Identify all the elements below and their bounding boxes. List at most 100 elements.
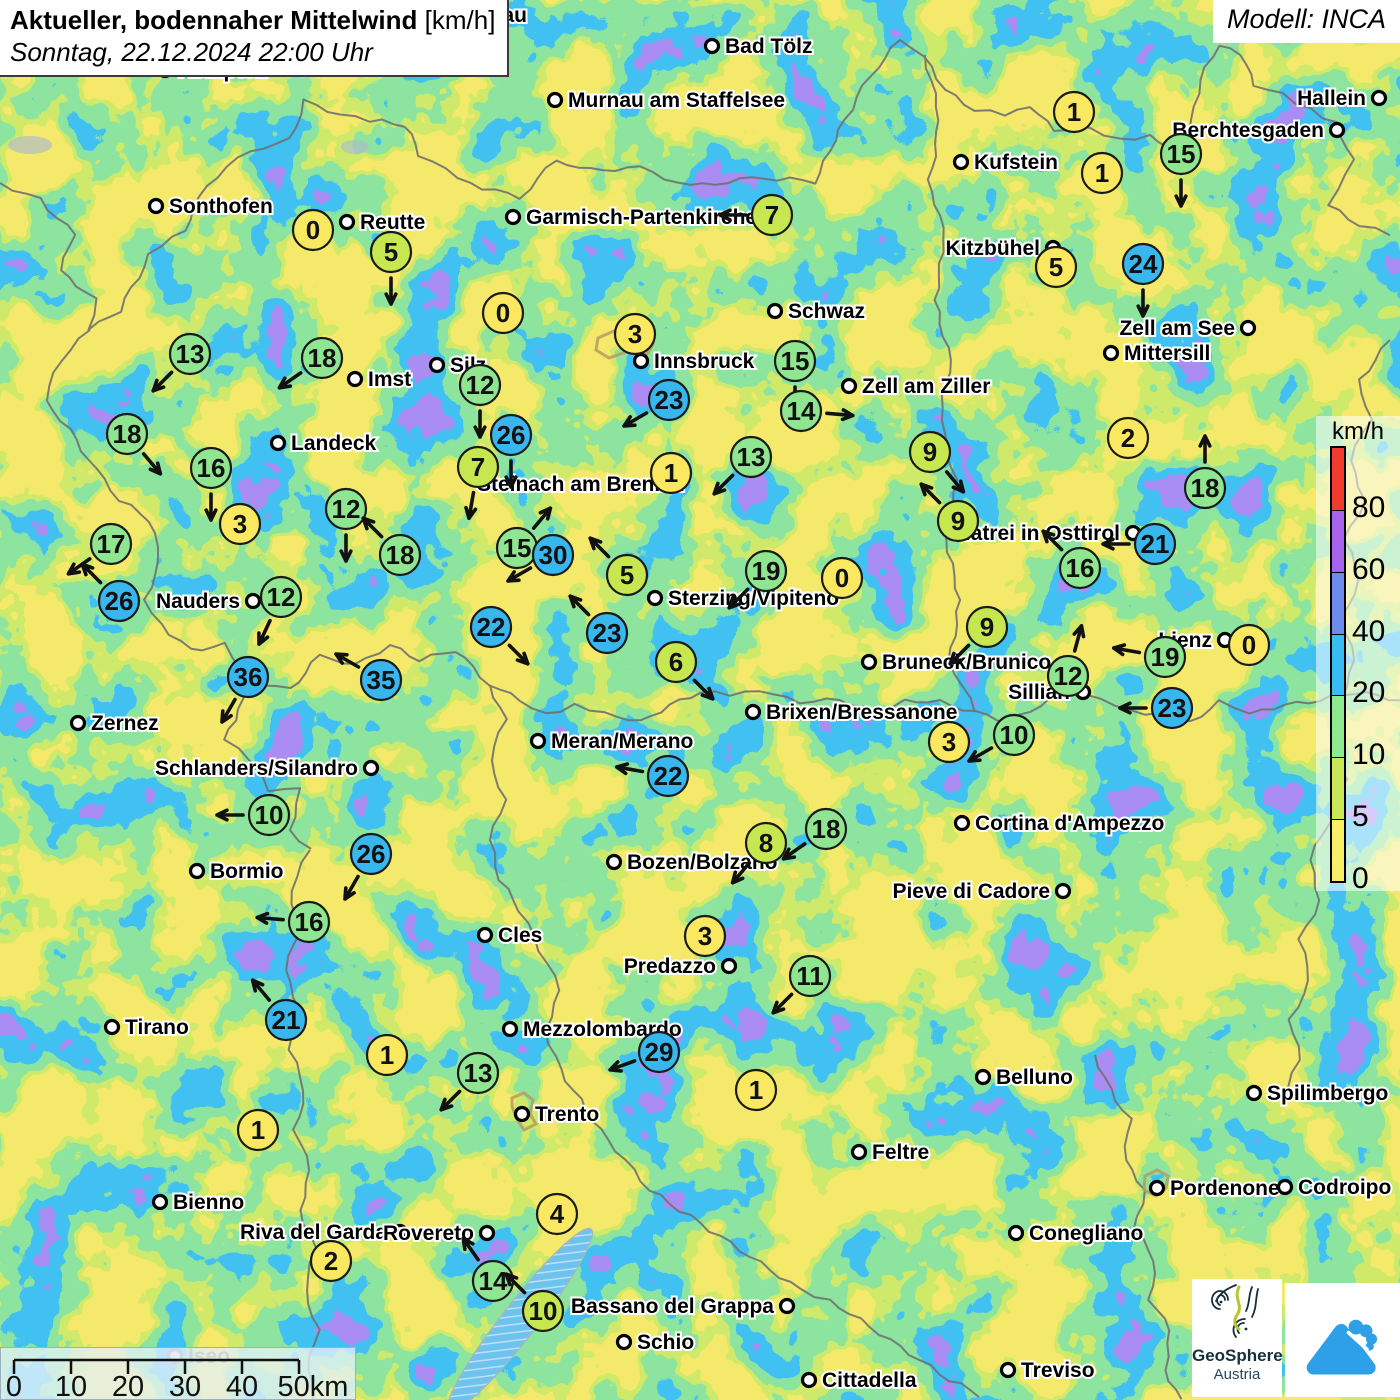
wind-speed-circle xyxy=(1046,654,1090,698)
wind-speed-circle xyxy=(287,900,331,944)
wind-speed-circle xyxy=(521,1289,565,1333)
wind-marker: 10 xyxy=(967,713,1036,763)
city-marker: Cles xyxy=(476,922,544,949)
city-dot xyxy=(428,356,446,374)
wind-direction-arrow xyxy=(727,587,750,610)
city-marker: Bienno xyxy=(151,1189,246,1216)
city-marker: Schwaz xyxy=(766,298,867,325)
wind-speed-value: 22 xyxy=(654,761,683,791)
wind-direction-arrow xyxy=(1112,643,1142,657)
wind-speed-value: 26 xyxy=(357,839,386,869)
wind-speed-circle xyxy=(613,312,657,356)
wind-speed-circle xyxy=(97,579,141,623)
wind-marker: 1 xyxy=(1052,90,1096,134)
wind-marker: 15 xyxy=(1159,132,1203,208)
city-dot xyxy=(69,714,87,732)
wind-speed-value: 1 xyxy=(380,1040,394,1070)
city-dot xyxy=(501,1020,519,1038)
wind-marker: 10 xyxy=(504,1272,565,1333)
city-marker: Cortina d'Ampezzo xyxy=(953,810,1166,837)
wind-speed-circle xyxy=(936,499,980,543)
wind-marker: 3 xyxy=(613,312,657,356)
city-dot xyxy=(632,352,650,370)
wind-direction-arrow xyxy=(339,533,353,563)
wind-speed-circle xyxy=(1143,635,1187,679)
city-marker: Pieve di Cadore xyxy=(890,878,1072,905)
city-label: Kitzbühel xyxy=(946,237,1041,260)
wind-marker: 12 xyxy=(257,575,303,646)
city-label: Hallein xyxy=(1297,87,1366,110)
wind-speed-circle xyxy=(469,605,513,649)
scale-label: 0 xyxy=(6,1371,22,1399)
wind-speed-circle xyxy=(1133,522,1177,566)
wind-marker: 14 xyxy=(779,389,855,433)
wind-speed-value: 12 xyxy=(267,582,296,612)
wind-speed-value: 10 xyxy=(255,800,284,830)
city-marker: Mezzolombardo xyxy=(501,1016,684,1043)
wind-speed-value: 16 xyxy=(295,907,324,937)
city-dot xyxy=(269,434,287,452)
city-marker: Bad Tölz xyxy=(703,33,815,60)
wind-speed-circle xyxy=(1227,623,1271,667)
city-dot xyxy=(605,853,623,871)
city-dot xyxy=(615,1333,633,1351)
wind-marker: 23 xyxy=(1118,686,1194,730)
wind-speed-circle xyxy=(489,413,533,457)
scale-label: 40 xyxy=(226,1371,258,1399)
city-dot xyxy=(244,592,262,610)
geosphere-logo-country: Austria xyxy=(1213,1366,1261,1383)
wind-marker: 21 xyxy=(1101,522,1177,566)
wind-marker: 0 xyxy=(1227,623,1271,667)
wind-direction-arrow xyxy=(257,618,272,646)
wind-marker: 18 xyxy=(781,807,848,861)
city-label: Pordenone xyxy=(1170,1177,1280,1200)
city-marker: Hallein xyxy=(1295,85,1388,112)
wind-speed-value: 18 xyxy=(113,419,142,449)
wind-speed-value: 14 xyxy=(479,1266,508,1296)
wind-direction-arrow xyxy=(948,643,971,666)
wind-speed-circle xyxy=(1106,416,1150,460)
city-label: Reutte xyxy=(360,211,425,234)
wind-direction-arrow xyxy=(712,473,735,496)
wind-marker: 1 xyxy=(1080,151,1124,195)
map-title-units: [km/h] xyxy=(424,5,496,35)
city-label: Cles xyxy=(498,924,542,947)
geosphere-logo-icon xyxy=(1211,1284,1259,1338)
map-datetime: Sonntag, 22.12.2024 22:00 Uhr xyxy=(10,37,373,67)
wind-direction-arrow xyxy=(771,992,794,1015)
city-marker: Berchtesgaden xyxy=(1170,117,1346,144)
wind-speed-circle xyxy=(927,720,971,764)
wind-marker: 0 xyxy=(291,208,335,252)
wind-direction-arrow xyxy=(461,1236,480,1262)
wind-speed-value: 2 xyxy=(1121,423,1135,453)
city-marker: Brixen/Bressanone xyxy=(744,699,959,726)
wind-marker: 16 xyxy=(255,900,331,944)
city-label: Bienno xyxy=(173,1191,244,1214)
wind-speed-circle xyxy=(324,487,368,531)
wind-speed-value: 13 xyxy=(464,1058,493,1088)
city-label: Spilimbergo xyxy=(1267,1082,1388,1105)
wind-speed-value: 18 xyxy=(1191,473,1220,503)
wind-speed-circle xyxy=(992,713,1036,757)
wind-speed-value: 0 xyxy=(306,215,320,245)
wind-marker: 26 xyxy=(80,562,141,623)
city-marker: Kitzbühel xyxy=(944,235,1062,262)
wind-marker: 5 xyxy=(1034,245,1078,289)
wind-marker: 1 xyxy=(236,1108,280,1152)
wind-direction-arrow xyxy=(343,874,360,901)
city-label: Mittersill xyxy=(1124,342,1210,365)
city-dot xyxy=(1245,1084,1263,1102)
city-marker: Landeck xyxy=(269,430,379,457)
wind-marker: 3 xyxy=(683,914,727,958)
city-marker: Schio xyxy=(615,1329,696,1356)
wind-speed-value: 9 xyxy=(951,506,965,536)
city-label: Kufstein xyxy=(974,151,1058,174)
geosphere-logo: GeoSphere Austria xyxy=(1192,1279,1283,1397)
city-label: Riva del Garda xyxy=(240,1221,387,1244)
legend-tick-label: 60 xyxy=(1352,552,1386,586)
city-marker: Predazzo xyxy=(622,953,738,980)
wind-speed-circle xyxy=(734,1068,778,1112)
wind-direction-arrow xyxy=(568,594,591,617)
wind-speed-value: 18 xyxy=(812,814,841,844)
